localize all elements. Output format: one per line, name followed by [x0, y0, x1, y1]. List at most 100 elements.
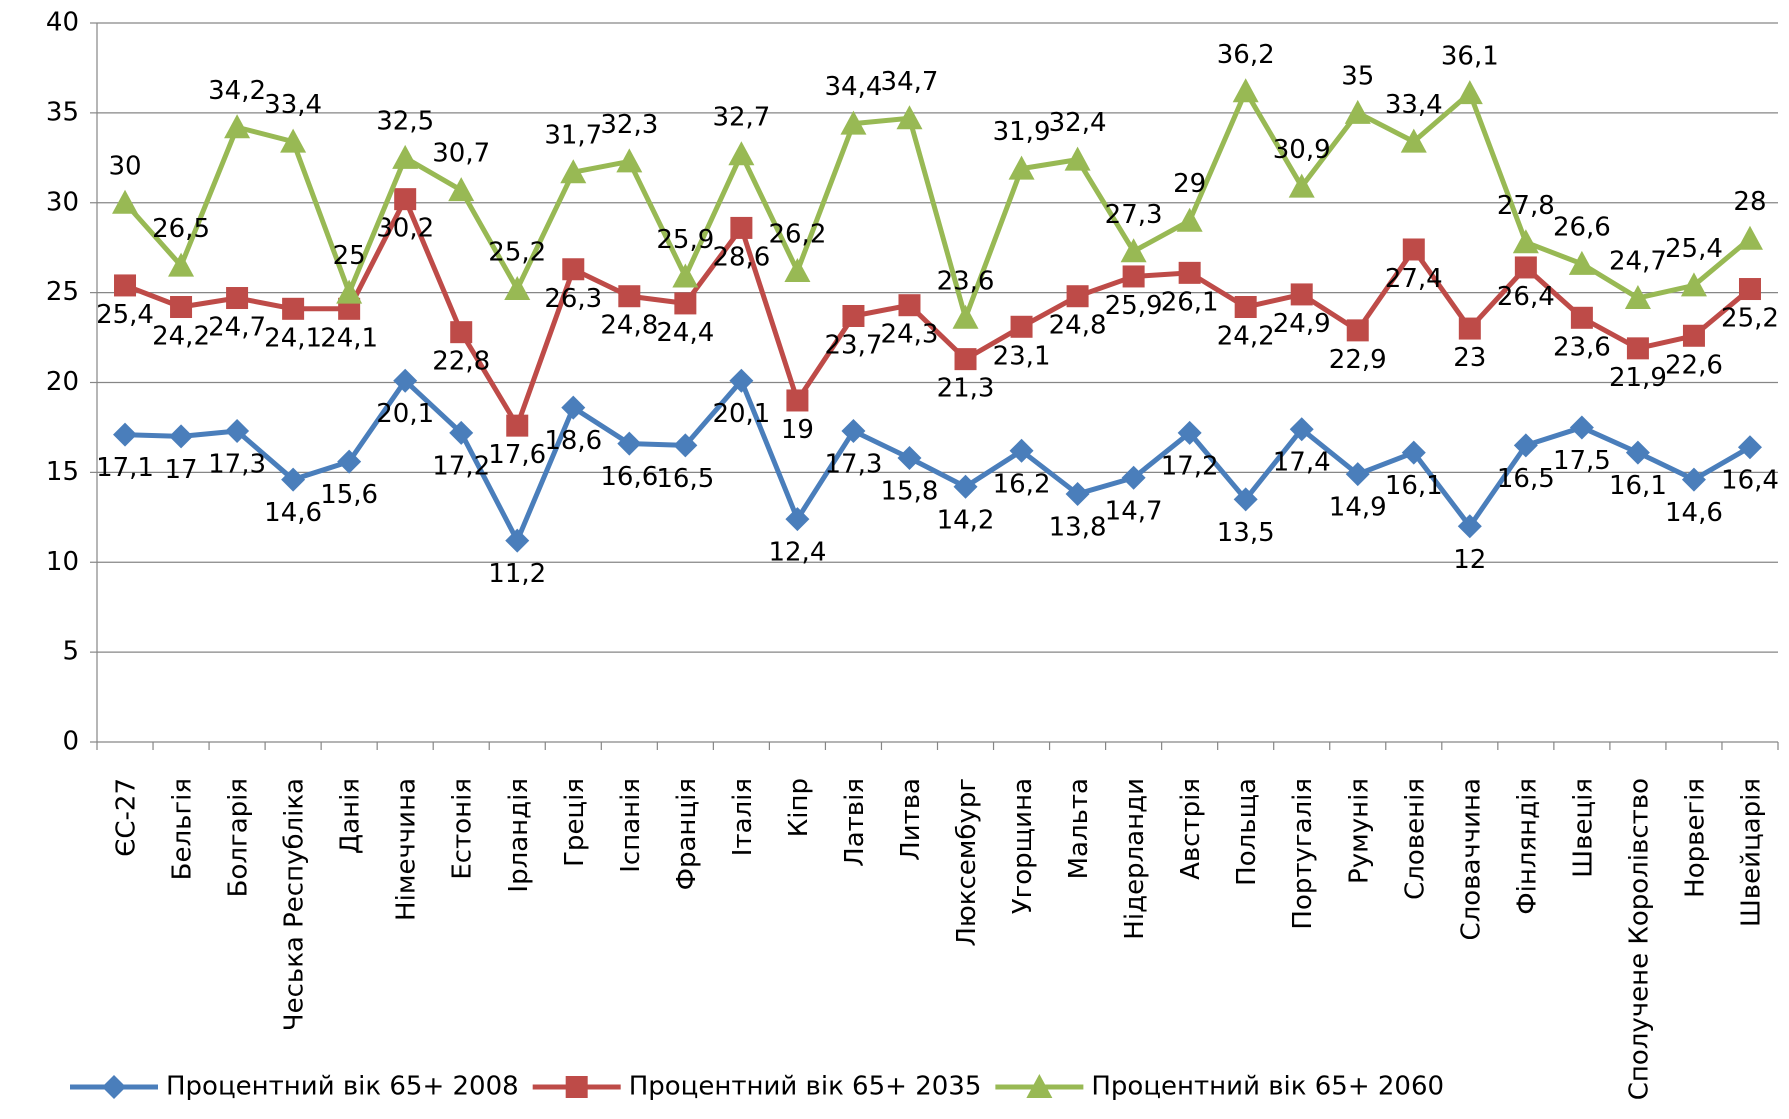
data-label: 14,7	[1105, 496, 1163, 526]
data-label: 33,4	[1385, 90, 1443, 120]
marker	[730, 216, 753, 239]
data-label: 11,2	[488, 559, 546, 589]
y-tick-label: 0	[62, 727, 79, 757]
data-label: 32,3	[600, 110, 658, 140]
data-label: 24,7	[1609, 247, 1667, 277]
data-label: 24,8	[600, 311, 658, 341]
marker	[114, 274, 137, 297]
data-label: 14,6	[1665, 498, 1723, 528]
x-tick-label: Австрія	[1176, 778, 1206, 880]
data-label: 26,4	[1497, 282, 1555, 312]
x-tick-label: Чеська Республіка	[280, 778, 310, 1031]
data-label: 26,3	[544, 284, 602, 314]
data-label: 17,4	[1273, 448, 1331, 478]
marker	[1234, 296, 1257, 319]
marker	[1682, 324, 1705, 347]
data-label: 17,3	[825, 450, 883, 480]
x-tick-label: Сполучене Королівство	[1624, 778, 1654, 1100]
x-tick-label: Данія	[336, 778, 366, 854]
marker	[1570, 306, 1593, 329]
x-tick-label: Італія	[728, 778, 758, 856]
x-tick-label: Нідерланди	[1120, 778, 1150, 940]
data-label: 25,4	[96, 300, 154, 330]
series: 3026,534,233,42532,530,725,231,732,325,9…	[108, 40, 1767, 329]
data-label: 32,4	[1049, 108, 1107, 138]
data-label: 29	[1173, 169, 1206, 199]
y-tick-label: 35	[46, 97, 79, 127]
data-label: 20,1	[376, 399, 434, 429]
data-label: 12	[1453, 545, 1486, 575]
marker	[618, 285, 641, 308]
x-tick-label: Німеччина	[392, 778, 422, 921]
y-tick-label: 20	[46, 367, 79, 397]
marker	[896, 105, 923, 130]
series: 17,1 17 17,314,615,620,117,211,218,616,616…	[96, 368, 1779, 589]
data-label: 32,5	[376, 106, 434, 136]
marker	[784, 258, 811, 283]
data-label: 28,6	[712, 242, 770, 272]
marker	[1737, 435, 1762, 460]
y-tick-label: 25	[46, 277, 79, 307]
data-label: 27,3	[1105, 200, 1163, 230]
x-tick-label: Франція	[672, 778, 702, 890]
marker	[1401, 440, 1426, 465]
x-tick-label: Естонія	[448, 778, 478, 880]
data-label: 25	[333, 241, 366, 271]
marker	[561, 395, 586, 420]
data-label: 27,4	[1385, 264, 1443, 294]
data-label: 28	[1733, 187, 1766, 217]
x-tick-label: Швейцарія	[1736, 778, 1766, 927]
data-label: 21,3	[937, 374, 995, 404]
marker	[336, 279, 363, 304]
x-tick-label: Швеція	[1568, 778, 1598, 878]
marker	[170, 296, 193, 319]
marker	[506, 414, 529, 437]
marker	[168, 252, 195, 277]
data-label: 14,9	[1329, 493, 1387, 523]
marker	[1066, 285, 1089, 308]
data-label: 23,1	[993, 341, 1051, 371]
marker	[1026, 1074, 1053, 1098]
marker	[450, 321, 473, 344]
marker	[1346, 319, 1369, 342]
data-label: 27,8	[1497, 191, 1555, 221]
marker	[1345, 462, 1370, 487]
data-label: 30	[108, 151, 141, 181]
data-label: 23,7	[825, 330, 883, 360]
data-label: 30,2	[376, 214, 434, 244]
marker	[616, 148, 643, 173]
marker	[1290, 283, 1313, 306]
marker	[1456, 80, 1483, 105]
marker	[617, 431, 642, 456]
x-tick-label: Греція	[560, 778, 590, 867]
marker	[1512, 229, 1539, 254]
data-label: 22,8	[432, 347, 490, 377]
y-tick-label: 10	[46, 547, 79, 577]
marker	[505, 528, 530, 553]
series-line	[123, 88, 1752, 321]
marker	[225, 419, 250, 444]
marker	[841, 419, 866, 444]
marker	[1626, 337, 1649, 360]
data-label: 23,6	[937, 266, 995, 296]
data-label: 24,3	[881, 320, 939, 350]
data-label: 35	[1341, 61, 1374, 91]
x-tick-label: Болгарія	[224, 778, 254, 897]
data-label: 25,4	[1665, 234, 1723, 264]
marker	[1400, 128, 1427, 153]
data-label: 31,7	[544, 121, 602, 151]
marker	[1008, 155, 1035, 180]
data-label: 26,1	[1161, 287, 1219, 317]
x-tick-label: Фінляндія	[1512, 778, 1542, 915]
y-tick-label: 15	[46, 457, 79, 487]
marker	[1121, 465, 1146, 490]
marker	[1176, 207, 1203, 232]
y-tick-label: 40	[46, 8, 79, 38]
marker	[897, 445, 922, 470]
data-label: 15,6	[320, 480, 378, 510]
y-tick-label: 30	[46, 187, 79, 217]
marker	[560, 159, 587, 184]
data-label: 25,9	[656, 225, 714, 255]
data-label: 34,2	[208, 76, 266, 106]
